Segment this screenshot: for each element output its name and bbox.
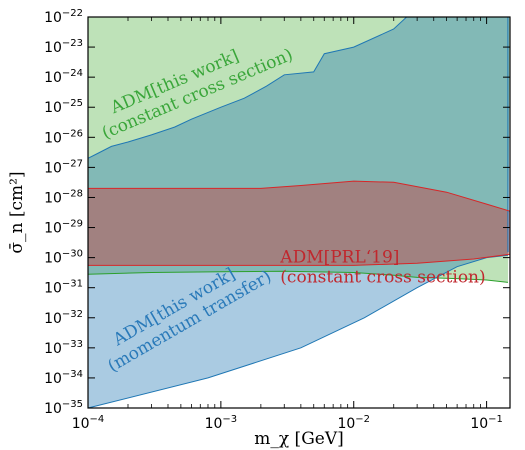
y-tick-label: 10−30 [44,249,83,267]
region-blue [88,17,508,408]
y-tick-label: 10−25 [44,98,83,116]
y-tick-label: 10−32 [44,309,83,327]
y-tick-label: 10−33 [44,339,83,357]
outline-upper-blue [87,16,508,159]
y-tick-label: 10−28 [44,188,83,206]
y-tick-label: 10−34 [44,369,83,387]
y-tick-label: 10−29 [44,219,83,237]
x-tick-label: 10−2 [337,414,370,432]
x-axis-label: m_χ [GeV] [254,429,344,449]
x-axis-ticks: 10−4 10−3 10−2 10−1 [72,17,503,432]
region-fills [88,17,510,408]
y-tick-label: 10−24 [44,68,83,86]
y-tick-label: 10−23 [44,38,83,56]
y-tick-label: 10−27 [44,158,83,176]
x-tick-label: 10−3 [205,414,238,432]
y-tick-label: 10−22 [44,8,83,26]
plot-frame [87,16,511,409]
region-green [88,17,510,283]
outline-lower-green [87,270,509,283]
y-tick-label: 10−26 [44,128,83,146]
region-red [88,181,510,266]
y-tick-label: 10−35 [44,399,83,417]
annotation-red: ADM[PRL‘19](constant cross section) [279,247,485,287]
x-tick-label: 10−1 [470,414,503,432]
outline-lower-red [88,253,511,266]
y-tick-label: 10−31 [44,279,83,297]
annotation-line: (constant cross section) [280,267,485,287]
x-tick-label: 10−4 [72,414,105,432]
outline-lower-blue [87,254,509,409]
y-axis-label: σ̄_n [cm²] [7,171,27,253]
y-axis-ticks: 10−35 10−34 10−33 10−32 10−31 10−30 10−29 10−28… [44,8,510,417]
outline-upper-red [88,180,511,212]
annotation-line: ADM[PRL‘19] [279,247,399,267]
